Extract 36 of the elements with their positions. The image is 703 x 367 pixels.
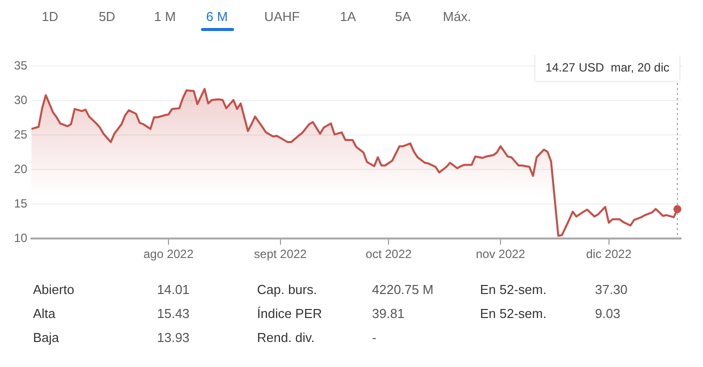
text: 14.01 <box>157 282 190 297</box>
y-tick-label: 25 <box>14 127 28 142</box>
x-tick-label: sept 2022 <box>254 247 308 262</box>
x-tick-label: oct 2022 <box>366 247 412 262</box>
text: 5A <box>395 9 411 24</box>
text: Índice PER <box>257 306 322 321</box>
y-tick-label: 30 <box>14 92 28 107</box>
y-tick-label: 10 <box>14 230 28 245</box>
text: Cap. burs. <box>257 282 317 297</box>
text: 1A <box>340 9 356 24</box>
x-tick-label: nov 2022 <box>476 247 526 262</box>
text: 1 M <box>154 9 176 24</box>
text: 39.81 <box>372 306 405 321</box>
text: 13.93 <box>157 330 190 345</box>
annotation: 14.27 USD mar, 20 dic <box>545 60 670 74</box>
text: UAHF <box>264 9 300 24</box>
text: 5D <box>98 9 116 24</box>
y-tick-label: 20 <box>14 162 28 176</box>
y-tick-label: 15 <box>14 196 28 210</box>
text: 6 M <box>206 9 228 24</box>
text: - <box>372 330 376 345</box>
text: 4220.75 M <box>372 282 434 297</box>
x-tick-label: dic 2022 <box>586 247 632 262</box>
text: 37.30 <box>595 282 628 297</box>
y-tick-label: 35 <box>14 58 28 73</box>
text: Abierto <box>33 282 74 297</box>
text: 9.03 <box>595 306 620 321</box>
text: Máx. <box>442 9 472 24</box>
text: Baja <box>33 330 60 345</box>
text: Alta <box>33 306 56 321</box>
text: Rend. div. <box>257 330 315 345</box>
text: 15.43 <box>157 306 190 321</box>
text: 1D <box>42 9 58 24</box>
text: En 52-sem. <box>480 282 546 297</box>
text: En 52-sem. <box>480 306 546 321</box>
x-tick-label: ago 2022 <box>143 247 194 262</box>
